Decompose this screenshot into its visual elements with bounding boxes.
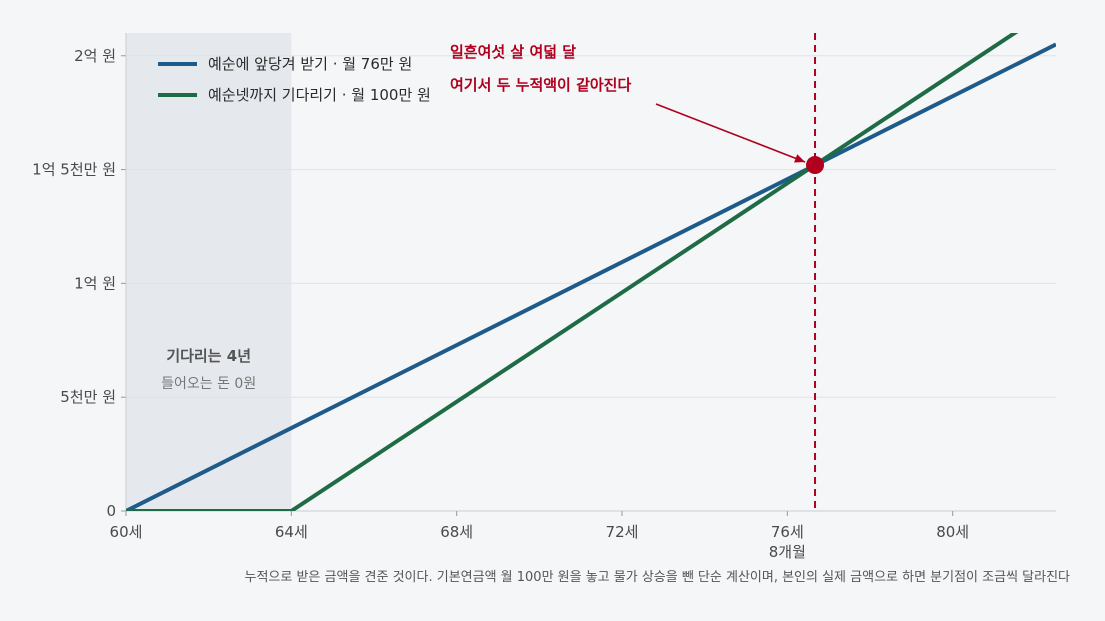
series-line-1 <box>126 42 1056 511</box>
x-tick-label: 76세 <box>771 523 804 541</box>
x-tick-label: 68세 <box>440 523 473 541</box>
annotation-line-1: 일흔여섯 살 여덟 달 <box>450 43 576 61</box>
waiting-period-shade <box>126 33 292 511</box>
crossover-point <box>806 156 825 175</box>
x-tick-sublabel: 8개월 <box>769 543 806 561</box>
y-tick-label: 1억 원 <box>74 274 116 292</box>
waiting-period-title: 기다리는 4년 <box>166 347 251 365</box>
x-tick-label: 80세 <box>936 523 969 541</box>
y-tick-label: 2억 원 <box>74 47 116 65</box>
annotation-arrow <box>655 103 806 163</box>
annotation-line-2: 여기서 두 누적액이 같아진다 <box>450 76 631 94</box>
x-tick-label: 72세 <box>606 523 639 541</box>
annotation-arrowhead <box>794 154 806 163</box>
y-tick-label: 5천만 원 <box>60 388 116 406</box>
waiting-period-subtitle: 들어오는 돈 0원 <box>161 376 256 392</box>
y-tick-label: 1억 5천만 원 <box>32 161 116 179</box>
y-tick-label: 0 <box>106 502 116 520</box>
series-line-2 <box>126 33 1019 511</box>
legend-label-2: 예순넷까지 기다리기 · 월 100만 원 <box>208 86 431 104</box>
footnote: 누적으로 받은 금액을 견준 것이다. 기본연금액 월 100만 원을 놓고 물… <box>245 570 1071 585</box>
x-tick-label: 60세 <box>110 523 143 541</box>
x-tick-label: 64세 <box>275 523 308 541</box>
legend-label-1: 예순에 앞당겨 받기 · 월 76만 원 <box>208 55 412 73</box>
